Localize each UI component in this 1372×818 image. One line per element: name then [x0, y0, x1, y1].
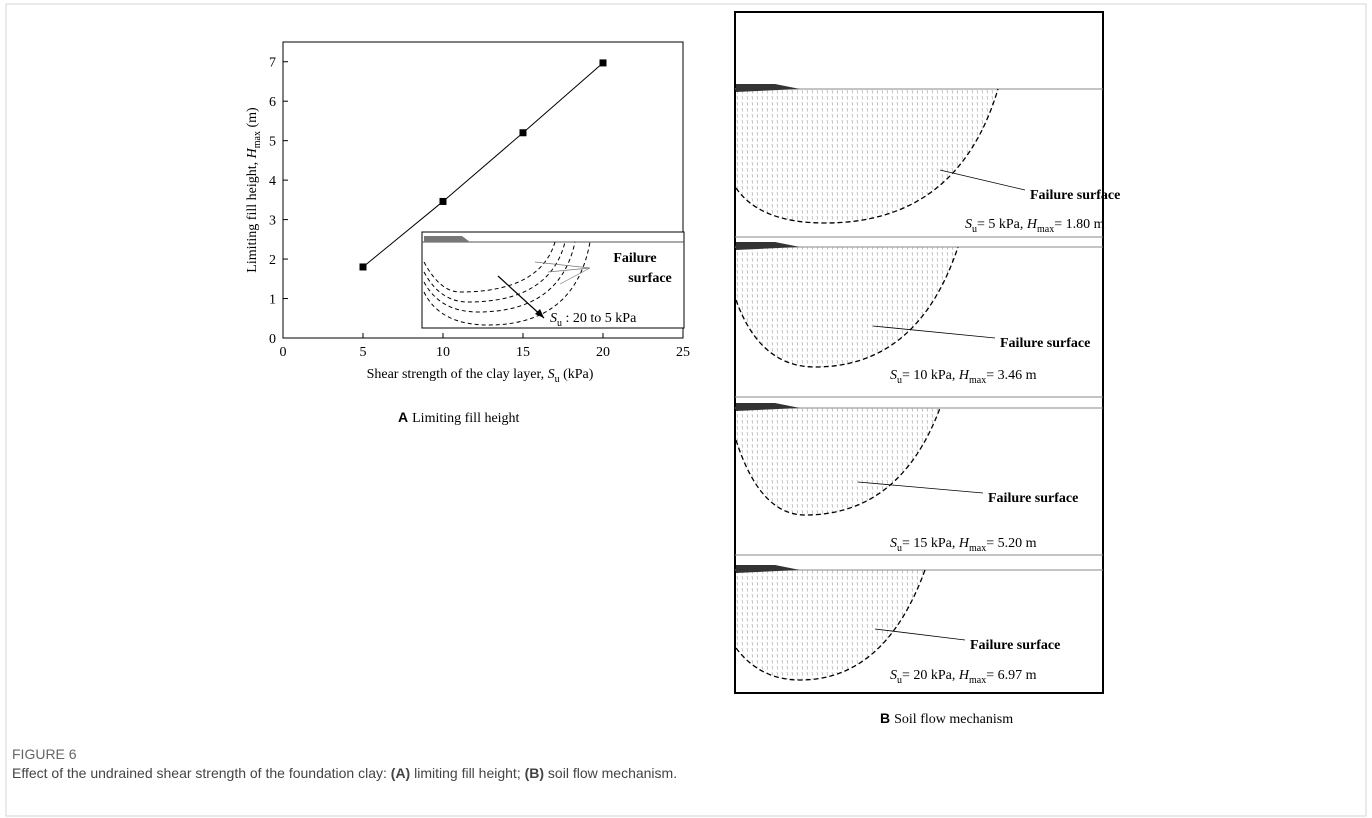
- label-part: = 15 kPa,: [902, 536, 959, 551]
- inset-fill: [424, 236, 470, 242]
- label-part: = 20 kPa,: [902, 668, 959, 683]
- label-part: = 3.46 m: [986, 368, 1036, 383]
- y-tick-label: 3: [269, 214, 276, 229]
- label-part: = 5 kPa,: [977, 217, 1027, 232]
- panel-b: Failure surface Su= 5 kPa, Hmax= 1.80 m Fa…: [735, 12, 1120, 727]
- caption-part: limiting fill height;: [410, 765, 524, 781]
- label: Su= 10 kPa, Hmax= 3.46 m: [890, 368, 1037, 386]
- label-part: (kPa): [560, 367, 594, 382]
- inset-label: surface: [628, 271, 672, 286]
- caption-part: (A): [391, 765, 410, 781]
- caption-part: (B): [525, 765, 544, 781]
- data-point: [360, 263, 367, 270]
- panel-text: Soil flow mechanism: [894, 712, 1013, 727]
- y-tick-label: 5: [269, 135, 276, 150]
- panel-letter: A: [398, 409, 408, 425]
- label-part: S: [548, 367, 555, 382]
- section-label: Failure surface: [1030, 188, 1120, 203]
- panel-a: 0 5 10 15 20 25 0 1 2 3 4 5 6 7 Shear strength of the …: [245, 42, 690, 426]
- label-part: Limiting fill height,: [245, 158, 260, 272]
- label-part: : 20 to 5 kPa: [562, 311, 637, 326]
- x-tick-label: 15: [516, 345, 530, 360]
- x-tick-label: 20: [596, 345, 610, 360]
- section-label: Failure surface: [988, 491, 1078, 506]
- label-part: = 6.97 m: [986, 668, 1036, 683]
- label: Su= 5 kPa, Hmax= 1.80 m: [965, 217, 1105, 235]
- label-part: S: [890, 536, 897, 551]
- y-tick-label: 1: [269, 293, 276, 308]
- label: Shear strength of the clay layer, Su (kP…: [367, 367, 594, 385]
- label-part: S: [965, 217, 972, 232]
- label-part: max: [969, 543, 986, 554]
- x-tick-label: 25: [676, 345, 690, 360]
- section-label: Failure surface: [1000, 336, 1090, 351]
- y-tick-label: 7: [269, 56, 276, 71]
- section-label: Failure surface: [970, 638, 1060, 653]
- flow-field: [736, 408, 940, 515]
- data-point: [440, 198, 447, 205]
- x-tick-label: 0: [280, 345, 287, 360]
- page: 0 5 10 15 20 25 0 1 2 3 4 5 6 7 Shear strength of the …: [0, 0, 1372, 818]
- label-part: S: [890, 668, 897, 683]
- x-tick-label: 5: [360, 345, 367, 360]
- caption-part: soil flow mechanism.: [544, 765, 677, 781]
- label-part: = 5.20 m: [986, 536, 1036, 551]
- flow-field: [736, 89, 998, 223]
- flow-field: [736, 570, 925, 680]
- label: Su= 15 kPa, Hmax= 5.20 m: [890, 536, 1037, 554]
- y-tick-label: 2: [269, 253, 276, 268]
- y-tick-label: 4: [269, 174, 276, 189]
- y-tick-label: 6: [269, 95, 276, 110]
- flow-field: [736, 247, 958, 367]
- inset-label: Failure: [613, 251, 656, 266]
- label-part: = 1.80 m: [1054, 217, 1104, 232]
- panel-letter: B: [880, 710, 890, 726]
- label-part: S: [890, 368, 897, 383]
- label-part: max: [252, 131, 263, 148]
- label-part: S: [550, 311, 557, 326]
- label-part: max: [969, 675, 986, 686]
- label-part: (m): [245, 107, 260, 131]
- label: Su= 20 kPa, Hmax= 6.97 m: [890, 668, 1037, 686]
- label-part: max: [1037, 224, 1054, 235]
- label-part: = 10 kPa,: [902, 368, 959, 383]
- figure-caption: Effect of the undrained shear strength o…: [12, 765, 677, 781]
- y-tick-label: 0: [269, 332, 276, 347]
- label-part: max: [969, 375, 986, 386]
- panel-caption: B Soil flow mechanism: [880, 710, 1013, 727]
- caption-part: Effect of the undrained shear strength o…: [12, 765, 391, 781]
- label: Limiting fill height, Hmax (m): [245, 107, 263, 273]
- data-point: [520, 129, 527, 136]
- label-part: Shear strength of the clay layer,: [367, 367, 548, 382]
- label-pointer: [940, 170, 1025, 190]
- panel-caption: A Limiting fill height: [398, 409, 520, 426]
- x-tick-label: 10: [436, 345, 450, 360]
- figure-number: FIGURE 6: [12, 746, 77, 762]
- figure-frame: [6, 4, 1366, 816]
- panel-text: Limiting fill height: [412, 411, 519, 426]
- data-point: [600, 59, 607, 66]
